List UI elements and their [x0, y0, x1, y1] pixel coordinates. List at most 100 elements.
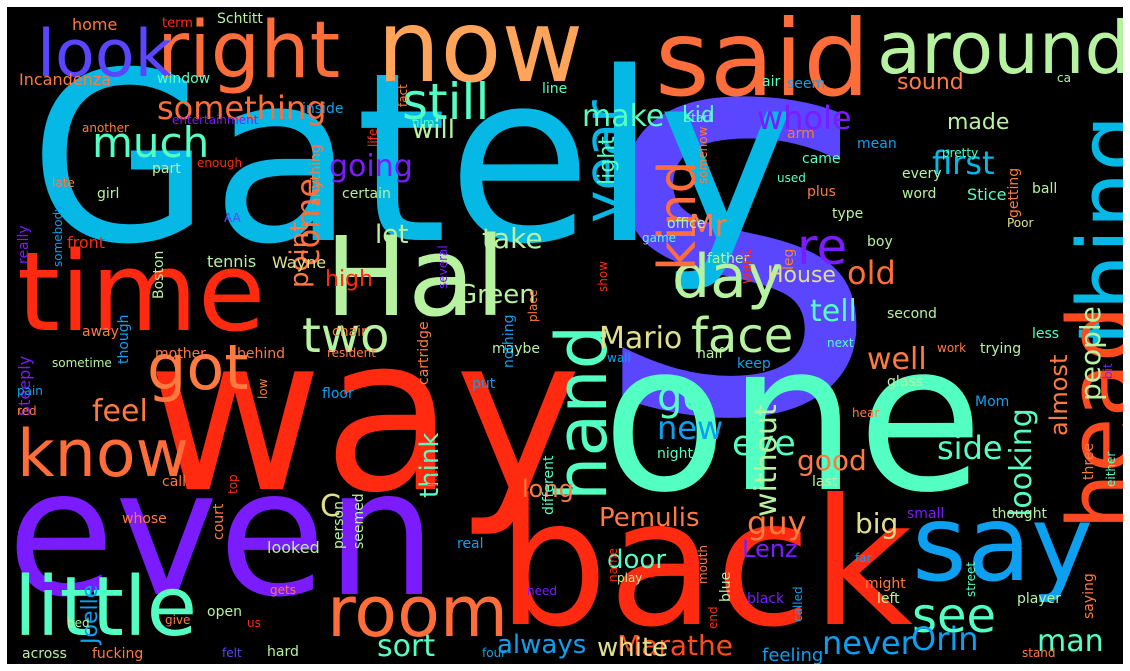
word-pemulis: Pemulis: [599, 503, 700, 533]
word-ball: ball: [1032, 181, 1058, 197]
word-put: put: [472, 376, 496, 392]
word-orin: Orin: [911, 620, 979, 658]
word-hear: hear: [852, 406, 880, 420]
word-lenz: Lenz: [742, 535, 798, 563]
word-felt: felt: [222, 646, 242, 660]
word-office: office: [667, 216, 706, 232]
word-marathe: Marathe: [617, 629, 733, 662]
word-almost: almost: [1045, 354, 1073, 437]
word-real: real: [457, 536, 484, 552]
word-poor: Poor: [1007, 216, 1034, 230]
word-either: either: [1104, 451, 1118, 487]
word-pain: pain: [17, 384, 43, 398]
word-hard: hard: [267, 644, 299, 660]
word-old: old: [847, 254, 896, 292]
word-maybe: maybe: [492, 341, 541, 357]
word-want: want: [739, 249, 755, 284]
word-less: less: [1032, 326, 1060, 342]
word-used: used: [777, 171, 806, 185]
word-film: film: [412, 116, 435, 130]
word-light: light: [595, 136, 620, 186]
word-every: every: [902, 166, 942, 182]
word-let: let: [375, 220, 409, 250]
word-man: man: [1037, 624, 1104, 659]
word-room: room: [327, 571, 509, 653]
word-sometime: sometime: [52, 356, 112, 370]
word-behind: behind: [237, 346, 286, 362]
word-wall: wall: [607, 351, 631, 365]
word-feel: feel: [92, 394, 148, 429]
word-really: really: [16, 225, 32, 265]
word-play: play: [617, 571, 643, 585]
word-re: re: [797, 218, 848, 276]
word-good: good: [797, 444, 867, 477]
word-sound: sound: [897, 70, 964, 95]
word-something: something: [157, 89, 327, 127]
word-way: way: [147, 289, 582, 540]
word-three: three: [1081, 443, 1097, 481]
word-seemed: seemed: [351, 493, 367, 550]
word-chair: chair: [332, 324, 367, 340]
word-girl: girl: [97, 186, 120, 202]
word-called: called: [791, 586, 805, 622]
word-got: got: [147, 331, 249, 404]
word-person: person: [331, 501, 347, 550]
word-across: across: [22, 646, 67, 662]
word-place: place: [526, 289, 540, 323]
word-cartridge: cartridge: [416, 321, 432, 386]
word-day: day: [672, 242, 783, 312]
word-mario: Mario: [599, 321, 683, 356]
word-still: still: [402, 73, 490, 131]
word-keep: keep: [737, 356, 771, 372]
word-leg: leg: [781, 248, 797, 271]
word-kid: kid: [682, 103, 715, 128]
word-low: low: [256, 378, 270, 400]
word-first: first: [932, 144, 995, 182]
word-certain: certain: [342, 186, 391, 202]
word-plus: plus: [807, 184, 836, 200]
word-bit: bit: [1101, 363, 1115, 380]
word-eye: eye: [732, 424, 796, 464]
word-even: even: [7, 433, 437, 636]
word-mom: Mom: [975, 394, 1010, 410]
word-somebody: somebody: [51, 204, 65, 267]
word-new: new: [657, 409, 724, 447]
word-going: going: [329, 149, 413, 184]
word-came: came: [802, 151, 841, 167]
word-mean: mean: [857, 136, 897, 152]
word-guy: guy: [747, 504, 807, 542]
word-whose: whose: [122, 511, 167, 527]
word-line: line: [542, 81, 568, 97]
word-word: word: [902, 186, 937, 202]
word-say: say: [912, 483, 1094, 605]
word-high: high: [325, 267, 373, 292]
word-c: C: [320, 489, 341, 524]
word-gets: gets: [270, 583, 296, 597]
word-father: father: [707, 251, 750, 267]
word-resident: resident: [327, 346, 376, 360]
word-nothing: nothing: [501, 314, 517, 368]
word-work: work: [937, 341, 967, 355]
word-ca: ca: [1057, 71, 1071, 85]
word-enough: enough: [197, 156, 243, 170]
word-hit: hit: [426, 470, 440, 487]
word-floor: floor: [322, 386, 354, 402]
word-inside: inside: [302, 101, 344, 117]
word-trying: trying: [980, 341, 1022, 357]
word-schtitt: Schtitt: [217, 11, 263, 27]
word-always: always: [497, 630, 587, 660]
word-side: side: [937, 429, 1003, 467]
word-look: look: [37, 17, 173, 92]
word-sort: sort: [377, 629, 436, 664]
word-now: now: [377, 7, 584, 105]
word-second: second: [887, 306, 937, 322]
word-might: might: [865, 576, 906, 592]
word-know: know: [17, 417, 189, 492]
word-looking: looking: [1004, 408, 1039, 518]
word-home: home: [72, 15, 118, 34]
word-boston: Boston: [151, 250, 167, 300]
word-stice: Stice: [967, 185, 1007, 204]
word-looked: looked: [267, 538, 320, 557]
word-show: show: [596, 260, 610, 292]
word-different: different: [541, 455, 557, 516]
